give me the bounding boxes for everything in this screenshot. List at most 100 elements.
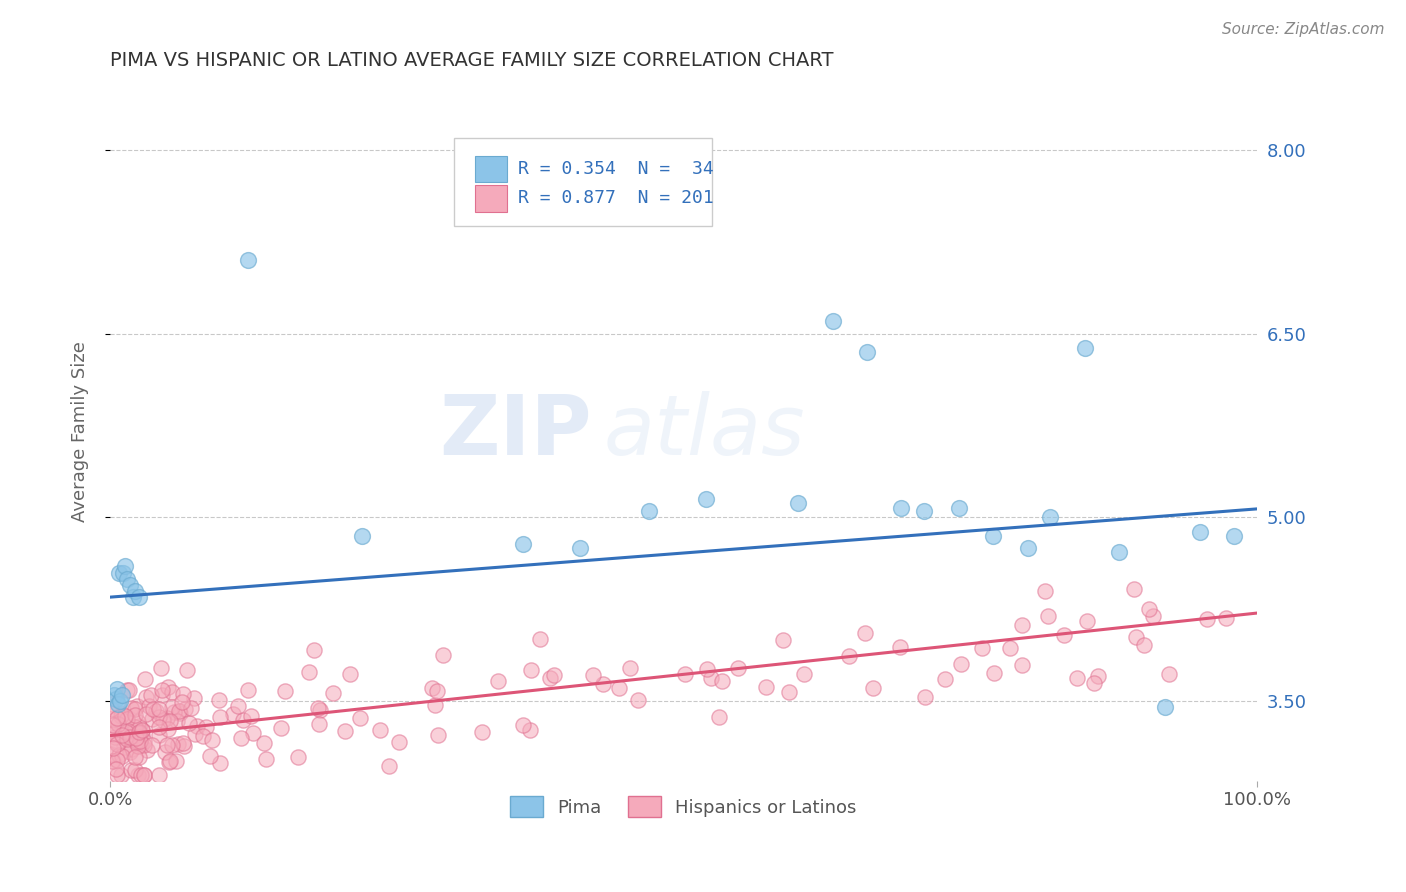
- Point: [1011, 658, 1033, 673]
- Point: [127, 739, 149, 754]
- Point: [972, 641, 994, 656]
- FancyBboxPatch shape: [475, 185, 508, 211]
- Text: R = 0.877  N = 201: R = 0.877 N = 201: [519, 189, 714, 207]
- Point: [118, 578, 141, 592]
- Point: [352, 529, 374, 543]
- Point: [512, 537, 534, 551]
- Point: [949, 657, 972, 672]
- Point: [105, 735, 128, 749]
- Point: [134, 672, 156, 686]
- Point: [160, 700, 183, 714]
- Point: [191, 729, 214, 743]
- FancyBboxPatch shape: [454, 138, 713, 226]
- Text: ZIP: ZIP: [439, 392, 592, 472]
- Point: [1039, 510, 1062, 524]
- Point: [173, 702, 195, 716]
- Point: [153, 745, 176, 759]
- Point: [107, 697, 129, 711]
- Point: [253, 736, 276, 750]
- Point: [169, 706, 191, 720]
- Point: [228, 698, 250, 713]
- Point: [529, 632, 551, 646]
- Point: [111, 706, 134, 721]
- Point: [186, 719, 208, 733]
- Point: [627, 693, 650, 707]
- Point: [236, 253, 259, 268]
- Point: [388, 735, 411, 749]
- Point: [110, 768, 132, 782]
- Point: [159, 714, 181, 728]
- Point: [194, 720, 217, 734]
- Point: [772, 632, 794, 647]
- Point: [131, 723, 153, 737]
- Point: [183, 727, 205, 741]
- Point: [142, 701, 165, 715]
- Point: [111, 728, 134, 742]
- Point: [981, 529, 1004, 543]
- Point: [120, 728, 142, 742]
- Point: [1133, 639, 1156, 653]
- Text: atlas: atlas: [603, 392, 804, 472]
- Point: [242, 726, 264, 740]
- Point: [163, 705, 186, 719]
- Point: [838, 649, 860, 664]
- Point: [111, 566, 134, 580]
- Point: [115, 712, 138, 726]
- Point: [607, 681, 630, 695]
- Point: [695, 492, 717, 507]
- Point: [124, 749, 146, 764]
- Point: [167, 704, 190, 718]
- Point: [135, 706, 157, 721]
- Point: [148, 768, 170, 782]
- Point: [1083, 676, 1105, 690]
- Point: [141, 712, 163, 726]
- Point: [141, 688, 163, 702]
- Point: [128, 725, 150, 739]
- Point: [778, 685, 800, 699]
- Point: [889, 640, 911, 654]
- Point: [592, 677, 614, 691]
- Point: [121, 742, 143, 756]
- Point: [124, 708, 146, 723]
- Point: [793, 666, 815, 681]
- Point: [519, 723, 541, 738]
- Point: [128, 719, 150, 733]
- Point: [349, 711, 371, 725]
- Point: [114, 712, 136, 726]
- Point: [112, 740, 135, 755]
- Point: [420, 681, 443, 695]
- Point: [1076, 614, 1098, 628]
- Point: [110, 688, 132, 702]
- Point: [274, 684, 297, 698]
- Point: [172, 687, 194, 701]
- Point: [101, 741, 124, 756]
- Point: [118, 745, 141, 759]
- Point: [709, 710, 731, 724]
- Point: [101, 754, 124, 768]
- Point: [118, 683, 141, 698]
- Point: [699, 671, 721, 685]
- Point: [105, 681, 128, 696]
- Point: [270, 721, 292, 735]
- Point: [128, 590, 150, 604]
- Point: [108, 566, 131, 580]
- Point: [135, 690, 157, 705]
- Point: [787, 496, 810, 510]
- Point: [131, 723, 153, 738]
- Point: [148, 701, 170, 715]
- Point: [128, 749, 150, 764]
- Point: [104, 691, 127, 706]
- Point: [209, 710, 232, 724]
- Point: [619, 661, 641, 675]
- Text: Source: ZipAtlas.com: Source: ZipAtlas.com: [1222, 22, 1385, 37]
- Point: [1123, 582, 1146, 596]
- Point: [105, 762, 128, 776]
- Point: [120, 701, 142, 715]
- Point: [127, 733, 149, 747]
- Point: [124, 734, 146, 748]
- Point: [110, 694, 132, 708]
- Point: [101, 727, 124, 741]
- Point: [172, 736, 194, 750]
- Point: [948, 500, 970, 515]
- Point: [150, 688, 173, 702]
